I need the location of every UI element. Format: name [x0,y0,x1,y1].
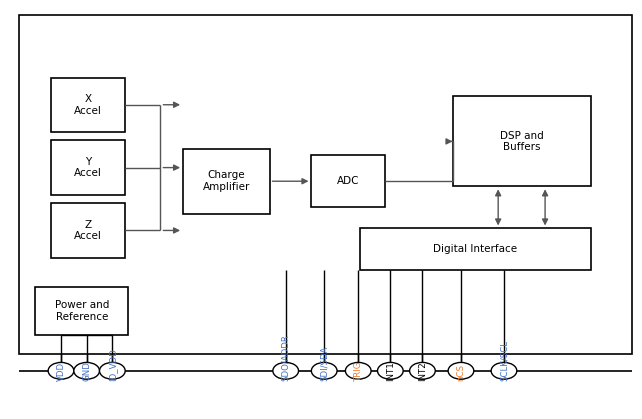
Bar [183,149,270,214]
Circle shape [100,362,125,379]
Text: Power and
Reference: Power and Reference [55,300,109,322]
Text: SDI/SDA: SDI/SDA [320,346,329,381]
Text: DSP and
Buffers: DSP and Buffers [499,131,544,152]
Text: IO_VDD: IO_VDD [108,349,117,381]
Bar [51,140,125,195]
Bar [35,287,128,335]
Text: ADC: ADC [337,176,360,186]
Circle shape [311,362,337,379]
Text: SCLK/SCL: SCLK/SCL [499,340,508,381]
Text: INT1: INT1 [386,362,395,381]
Text: Y
Accel: Y Accel [74,157,102,178]
Bar [51,203,125,258]
Text: SDO/ADDR: SDO/ADDR [281,334,290,381]
Bar [311,155,385,207]
Text: Digital Interface: Digital Interface [433,244,517,254]
Circle shape [74,362,100,379]
Circle shape [345,362,371,379]
Bar [51,78,125,132]
Circle shape [410,362,435,379]
Text: Z
Accel: Z Accel [74,220,102,241]
Circle shape [377,362,403,379]
Text: TRIG: TRIG [354,361,363,381]
Text: Charge
Amplifier: Charge Amplifier [203,171,250,192]
Text: X
Accel: X Accel [74,94,102,116]
Circle shape [491,362,517,379]
Bar [453,96,591,186]
Bar [19,15,632,354]
Circle shape [448,362,474,379]
Text: VDD: VDD [56,362,65,381]
Text: INT2: INT2 [418,362,427,381]
Circle shape [273,362,299,379]
Text: GND: GND [82,362,91,381]
Bar [360,228,591,270]
Circle shape [48,362,74,379]
Text: nCS: nCS [456,364,465,381]
